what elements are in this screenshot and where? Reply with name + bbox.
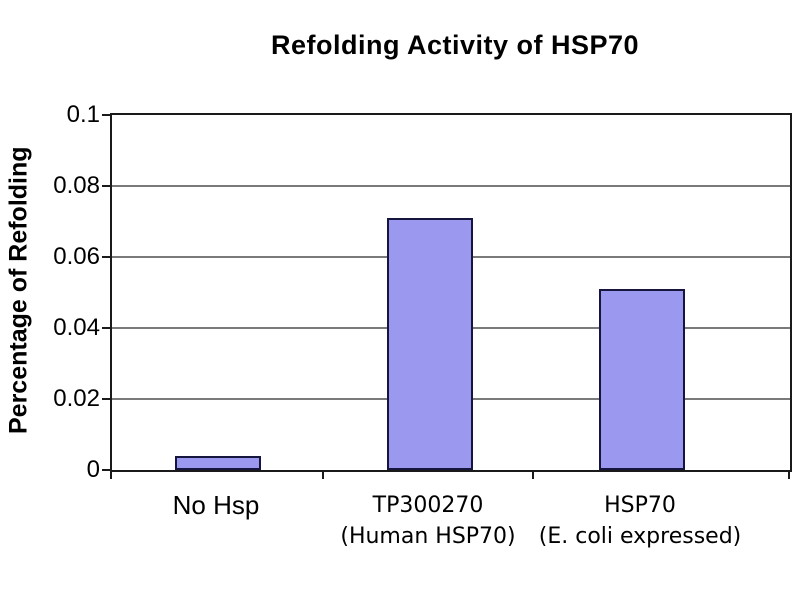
- x-tick-mark: [322, 470, 324, 479]
- x-axis-label: TP300270 (Human HSP70): [340, 490, 515, 552]
- x-tick-mark: [532, 470, 534, 479]
- y-tick-label: 0.06: [53, 243, 100, 270]
- y-tick-mark: [102, 398, 110, 400]
- x-axis-label: No Hsp: [173, 490, 260, 521]
- x-tick-mark: [110, 470, 112, 479]
- y-tick-mark: [102, 469, 110, 471]
- y-tick-label: 0.04: [53, 314, 100, 341]
- x-axis-label-line: HSP70: [604, 493, 676, 518]
- plot-area: [102, 113, 792, 479]
- x-axis-label-line: (E. coli expressed): [538, 524, 742, 549]
- y-tick-label: 0.02: [53, 385, 100, 412]
- y-tick-mark: [102, 114, 110, 116]
- bar: [387, 218, 473, 470]
- y-tick-mark: [102, 185, 110, 187]
- y-tick-mark: [102, 327, 110, 329]
- gridline: [112, 185, 790, 187]
- x-axis-label-line: No Hsp: [172, 490, 260, 520]
- y-tick-mark: [102, 256, 110, 258]
- x-tick-mark: [788, 470, 790, 479]
- y-axis-title: Percentage of Refolding: [4, 146, 33, 434]
- x-axis-label-line: TP300270: [372, 493, 484, 518]
- y-tick-label: 0.08: [53, 172, 100, 199]
- bar: [175, 456, 261, 470]
- x-axis-label-line: (Human HSP70): [340, 524, 516, 549]
- y-tick-label: 0.1: [66, 101, 100, 128]
- y-tick-label: 0: [86, 456, 100, 483]
- bar: [599, 289, 685, 470]
- x-axis-label: HSP70 (E. coli expressed): [539, 490, 741, 552]
- chart-title: Refolding Activity of HSP70: [270, 30, 640, 60]
